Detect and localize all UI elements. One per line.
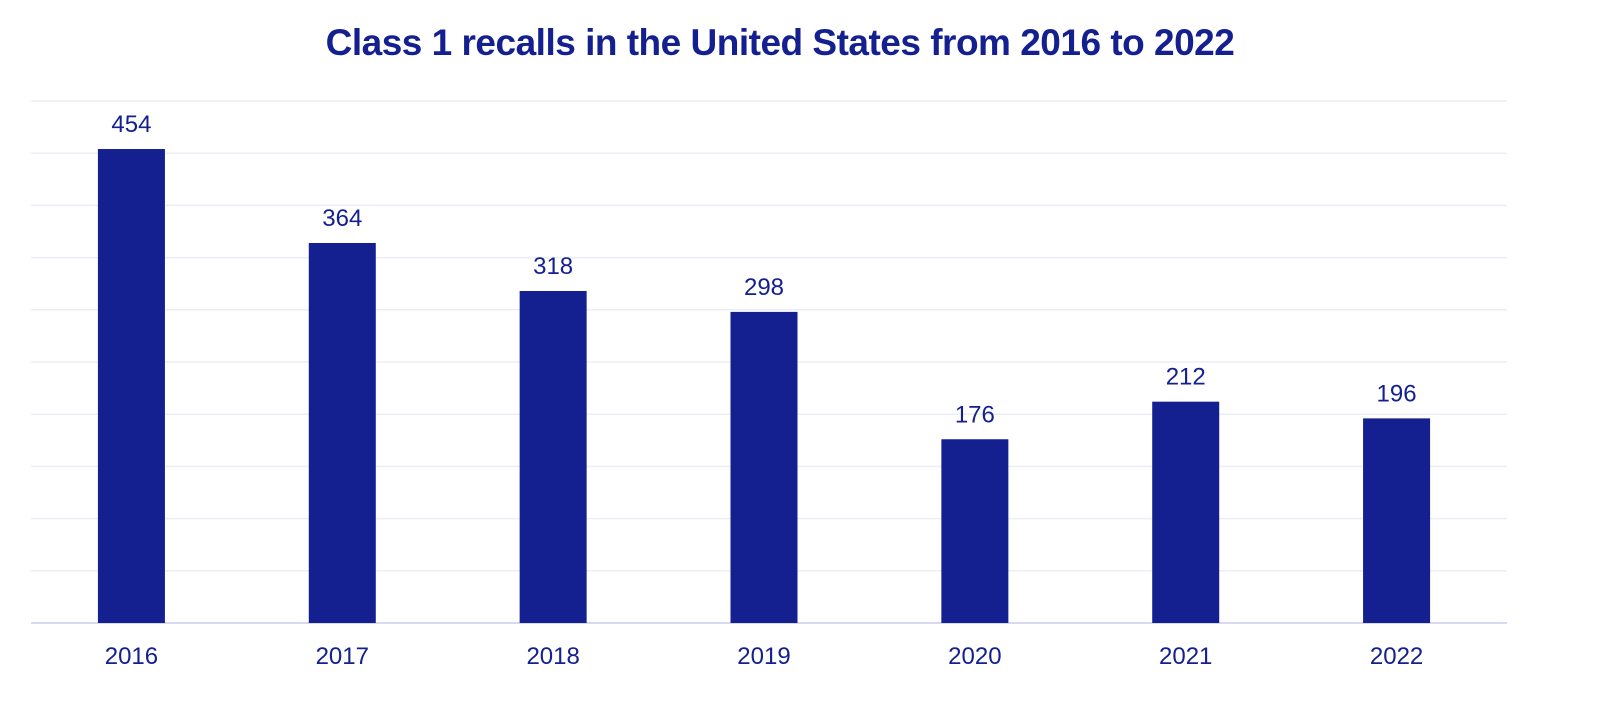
bar-2017 [308,242,376,623]
chart-title: Class 1 recalls in the United States fro… [325,22,1235,63]
bar-2022 [1363,418,1431,623]
x-tick-label-2019: 2019 [737,643,790,670]
x-tick-label-2016: 2016 [105,643,158,670]
bar-2019 [730,311,798,623]
bar-2018 [519,291,587,623]
data-label-2018: 318 [533,253,573,280]
data-label-2021: 212 [1166,364,1206,391]
bar-2020 [941,439,1009,623]
x-tick-label-2022: 2022 [1370,643,1423,670]
data-label-2019: 298 [744,274,784,301]
data-label-2016: 454 [111,111,151,138]
x-tick-label-2018: 2018 [526,643,579,670]
x-tick-label-2021: 2021 [1159,643,1212,670]
x-tick-label-2017: 2017 [316,643,369,670]
bar-2021 [1152,401,1220,623]
x-tick-label-2020: 2020 [948,643,1001,670]
data-label-2017: 364 [322,205,362,232]
bar-2016 [97,149,165,624]
data-label-2020: 176 [955,401,995,428]
data-label-2022: 196 [1377,380,1417,407]
